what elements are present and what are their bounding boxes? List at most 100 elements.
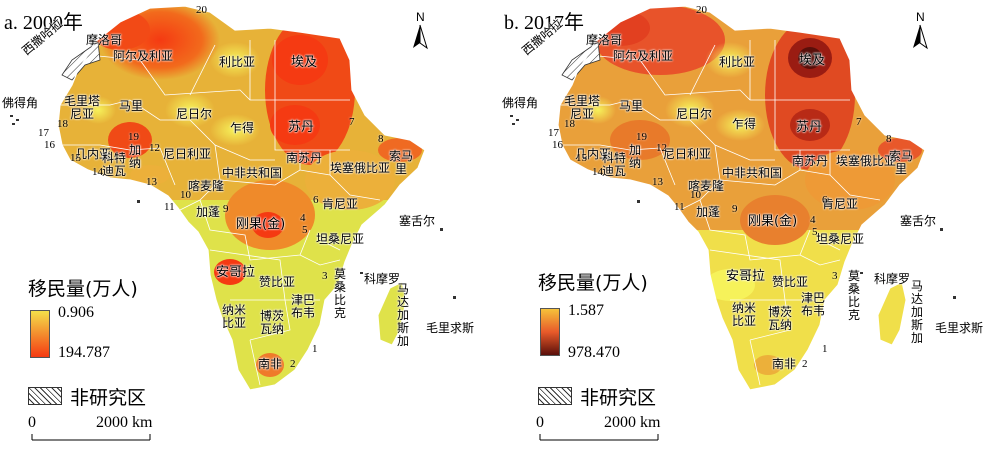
label-mauritius: 毛里求斯 [426,321,475,335]
map-panel-2000: a. 2000年 N 摩洛哥 西撒哈拉 阿尔及利亚 利比亚 埃及 佛得角 毛里塔… [2,4,475,441]
label-cameroon: 喀麦隆 [688,179,725,193]
label-sudan: 苏丹 [796,120,823,135]
label-chad: 乍得 [230,121,255,135]
label-somalia: 索马里 [388,149,413,176]
num-7: 7 [856,116,862,128]
num-4: 4 [300,212,306,224]
label-mauritania: 毛里塔尼亚 [563,94,600,121]
hatch-swatch [28,387,62,405]
label-mali: 马里 [619,99,644,113]
label-botswana: 博茨瓦纳 [767,305,792,332]
label-cote-divoire: 科特迪瓦 [601,151,626,178]
north-label: N [916,10,925,24]
panel-title: a. 2000年 [4,12,83,34]
label-seychelles: 塞舌尔 [900,214,937,228]
label-south-sudan: 南苏丹 [792,154,829,168]
legend-min: 1.587 [568,302,604,319]
label-somalia: 索马里 [888,149,913,176]
scale-bar-b [539,434,659,441]
label-car: 中非共和国 [222,166,283,180]
num-17: 17 [38,127,49,139]
label-mauritius: 毛里求斯 [935,321,984,335]
legend-title: 移民量(万人) [538,272,648,294]
num-13: 13 [146,176,157,188]
num-5: 5 [812,226,818,238]
label-south-africa: 南非 [258,357,283,371]
label-cape-verde: 佛得角 [502,96,539,110]
label-morocco: 摩洛哥 [586,33,623,47]
scale-zero: 0 [28,414,36,431]
legend-max: 194.787 [58,344,110,361]
label-ethiopia: 埃塞俄比亚 [836,154,897,168]
label-tanzania: 坦桑尼亚 [316,232,365,246]
scale-zero: 0 [536,414,544,431]
label-guinea: 几内亚 [75,147,112,161]
label-drc: 刚果(金) [236,217,286,232]
africa-map-2000 [10,5,456,441]
num-13: 13 [652,176,663,188]
label-comoros: 科摩罗 [364,272,401,286]
num-14: 14 [592,166,603,178]
hatch-swatch [538,387,572,405]
hatch-label: 非研究区 [580,387,657,409]
map-panel-2017: b. 2017年 N 摩洛哥 西撒哈拉 阿尔及利亚 利比亚 埃及 佛得角 毛里塔… [500,0,1000,464]
num-9: 9 [223,203,229,215]
num-12: 12 [656,142,667,154]
num-19: 19 [128,131,139,143]
num-12: 12 [149,142,160,154]
north-arrow-a [413,24,428,50]
num-6: 6 [313,194,319,206]
num-7: 7 [349,116,355,128]
label-egypt: 埃及 [799,53,826,68]
label-ethiopia: 埃塞俄比亚 [330,161,391,175]
label-zimbabwe: 津巴布韦 [290,293,315,320]
label-ghana: 加纳 [628,143,641,170]
label-mozambique: 莫桑比克 [847,269,860,322]
num-1: 1 [312,343,318,355]
label-nigeria: 尼日利亚 [663,147,712,161]
label-gabon: 加蓬 [196,205,221,219]
scale-bar-a [31,434,151,441]
label-zambia: 赞比亚 [772,275,809,289]
panel-title: b. 2017年 [504,12,584,34]
hatch-label: 非研究区 [70,387,147,409]
label-namibia: 纳米比亚 [221,303,246,330]
legend-title: 移民量(万人) [28,278,138,300]
label-comoros: 科摩罗 [874,272,911,286]
label-niger: 尼日尔 [676,107,713,121]
label-sudan: 苏丹 [288,120,315,135]
label-guinea: 几内亚 [575,147,612,161]
label-cote-divoire: 科特迪瓦 [101,151,126,178]
label-cameroon: 喀麦隆 [188,179,225,193]
label-ghana: 加纳 [128,143,141,170]
label-botswana: 博茨瓦纳 [259,309,284,336]
num-18: 18 [57,118,68,130]
label-libya: 利比亚 [219,55,256,69]
num-8: 8 [378,133,384,145]
label-libya: 利比亚 [719,55,756,69]
num-3: 3 [322,270,328,282]
label-zimbabwe: 津巴布韦 [800,291,825,318]
label-south-sudan: 南苏丹 [286,151,323,165]
label-madagascar: 马达加斯加 [396,282,409,348]
label-tanzania: 坦桑尼亚 [816,232,865,246]
label-chad: 乍得 [732,117,757,131]
legend-max: 978.470 [568,344,620,361]
scale-distance: 2000 km [96,414,153,431]
label-algeria: 阿尔及利亚 [613,49,674,63]
label-kenya: 肯尼亚 [322,197,359,211]
label-cape-verde: 佛得角 [2,96,39,110]
label-gabon: 加蓬 [696,205,721,219]
label-algeria: 阿尔及利亚 [113,49,174,63]
num-16: 16 [552,139,563,151]
label-kenya: 肯尼亚 [822,197,859,211]
num-18: 18 [564,118,575,130]
label-morocco: 摩洛哥 [86,33,123,47]
label-egypt: 埃及 [291,55,318,70]
num-6: 6 [822,194,828,206]
num-10: 10 [690,189,701,201]
label-seychelles: 塞舌尔 [399,214,436,228]
label-namibia: 纳米比亚 [731,301,756,328]
scale-distance: 2000 km [604,414,661,431]
num-15: 15 [576,152,587,164]
